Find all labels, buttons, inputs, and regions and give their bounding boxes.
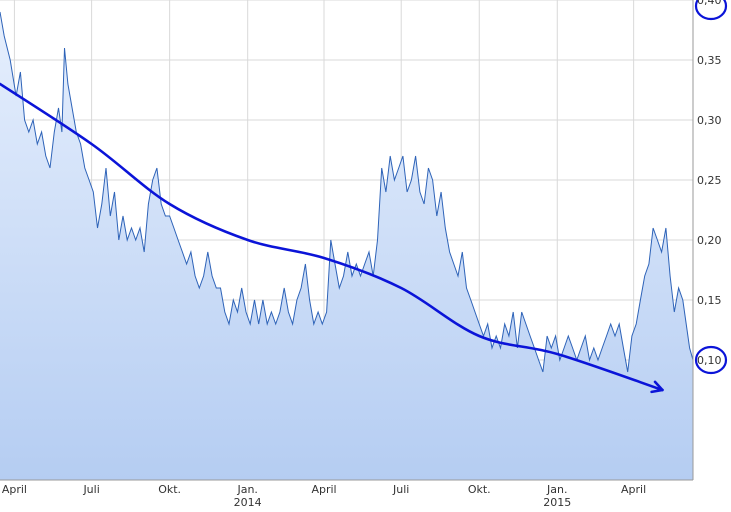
x-tick-label: Okt. xyxy=(468,483,491,496)
y-tick-label: 0,35 xyxy=(697,54,722,67)
x-tick-label: April xyxy=(311,483,336,496)
trend-annotation xyxy=(0,0,728,394)
trend-arrow-line xyxy=(0,82,664,392)
x-tick-label: Juli xyxy=(392,483,409,496)
price-area xyxy=(0,12,693,480)
y-tick-label: 0,30 xyxy=(697,114,722,127)
x-tick-year: 2015 xyxy=(543,496,571,509)
x-tick-label: Jan. xyxy=(236,483,257,496)
x-tick-year: 2014 xyxy=(234,496,262,509)
trend-arrow-head xyxy=(650,380,664,394)
y-tick-label: 0,15 xyxy=(697,294,722,307)
price-line xyxy=(0,11,694,373)
y-axis-ticks: 0,10 0,15 0,20 0,25 0,30 0,35 0,40 xyxy=(697,0,722,367)
x-tick-label: Juli xyxy=(82,483,99,496)
x-tick-label: Okt. xyxy=(158,483,181,496)
x-tick-label: April xyxy=(2,483,27,496)
y-tick-label: 0,20 xyxy=(697,234,722,247)
circle-annotation xyxy=(694,0,728,21)
circle-annotation xyxy=(694,345,728,375)
x-tick-label: Jan. xyxy=(546,483,567,496)
x-tick-label: April xyxy=(621,483,646,496)
y-tick-label: 0,25 xyxy=(697,174,722,187)
y-tick-label: 0,10 xyxy=(697,354,722,367)
y-tick-label: 0,40 xyxy=(697,0,722,7)
